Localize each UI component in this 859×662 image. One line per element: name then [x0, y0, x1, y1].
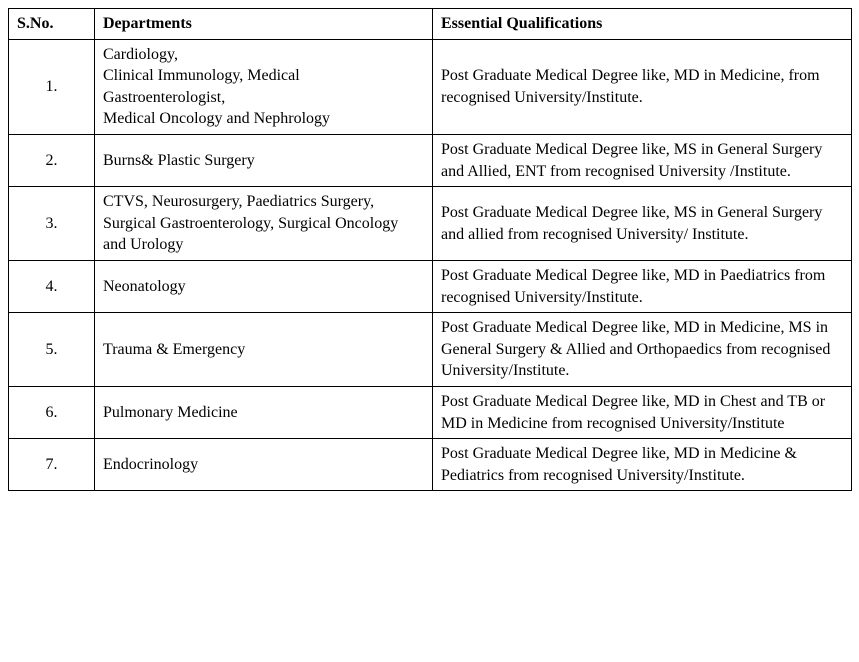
cell-qualifications: Post Graduate Medical Degree like, MS in… — [433, 134, 852, 186]
cell-qualifications: Post Graduate Medical Degree like, MD in… — [433, 39, 852, 134]
cell-qualifications: Post Graduate Medical Degree like, MD in… — [433, 260, 852, 312]
cell-departments: Burns& Plastic Surgery — [95, 134, 433, 186]
cell-qualifications: Post Graduate Medical Degree like, MS in… — [433, 187, 852, 261]
dept-line: Medical Oncology and Nephrology — [103, 108, 424, 130]
table-row: 3. CTVS, Neurosurgery, Paediatrics Surge… — [9, 187, 852, 261]
table-row: 6. Pulmonary Medicine Post Graduate Medi… — [9, 386, 852, 438]
cell-qualifications: Post Graduate Medical Degree like, MD in… — [433, 439, 852, 491]
table-row: 5. Trauma & Emergency Post Graduate Medi… — [9, 313, 852, 387]
table-row: 1. Cardiology, Clinical Immunology, Medi… — [9, 39, 852, 134]
table-row: 4. Neonatology Post Graduate Medical Deg… — [9, 260, 852, 312]
col-header-qualifications: Essential Qualifications — [433, 9, 852, 40]
table-header-row: S.No. Departments Essential Qualificatio… — [9, 9, 852, 40]
table-row: 2. Burns& Plastic Surgery Post Graduate … — [9, 134, 852, 186]
table-row: 7. Endocrinology Post Graduate Medical D… — [9, 439, 852, 491]
cell-departments: Neonatology — [95, 260, 433, 312]
cell-departments: Pulmonary Medicine — [95, 386, 433, 438]
qualifications-table: S.No. Departments Essential Qualificatio… — [8, 8, 852, 491]
cell-sno: 2. — [9, 134, 95, 186]
cell-sno: 5. — [9, 313, 95, 387]
cell-sno: 3. — [9, 187, 95, 261]
cell-qualifications: Post Graduate Medical Degree like, MD in… — [433, 386, 852, 438]
col-header-departments: Departments — [95, 9, 433, 40]
dept-line: Clinical Immunology, Medical Gastroenter… — [103, 65, 424, 108]
cell-departments: Trauma & Emergency — [95, 313, 433, 387]
cell-departments: Cardiology, Clinical Immunology, Medical… — [95, 39, 433, 134]
col-header-sno: S.No. — [9, 9, 95, 40]
dept-line: Cardiology, — [103, 44, 424, 66]
cell-qualifications: Post Graduate Medical Degree like, MD in… — [433, 313, 852, 387]
cell-departments: CTVS, Neurosurgery, Paediatrics Surgery,… — [95, 187, 433, 261]
cell-sno: 1. — [9, 39, 95, 134]
cell-departments: Endocrinology — [95, 439, 433, 491]
cell-sno: 6. — [9, 386, 95, 438]
cell-sno: 4. — [9, 260, 95, 312]
cell-sno: 7. — [9, 439, 95, 491]
